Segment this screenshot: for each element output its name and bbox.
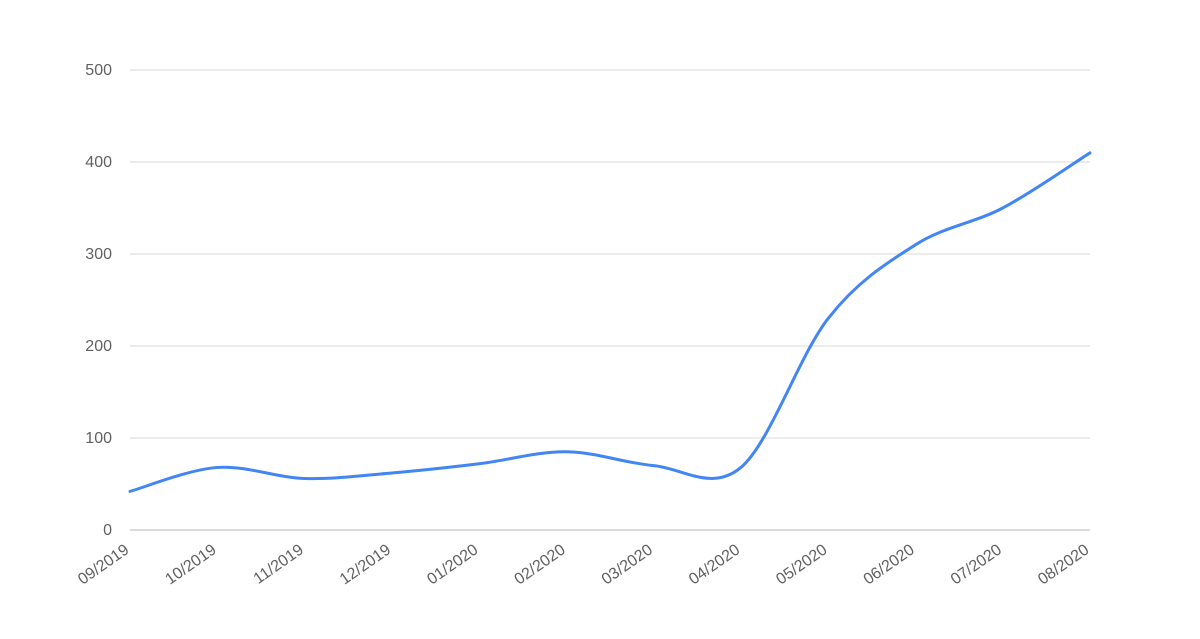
y-tick-label: 500 [85, 62, 112, 79]
x-tick-label: 01/2020 [424, 541, 481, 588]
line-chart: 0 100 200 300 400 500 09/2019 10/2019 11/2019 12/… [0, 0, 1200, 639]
x-tick-label: 03/2020 [599, 541, 656, 588]
x-tick: 12/2019 [337, 541, 394, 588]
x-tick-label: 07/2020 [948, 541, 1005, 588]
y-tick-label: 100 [85, 430, 112, 447]
x-tick: 11/2019 [251, 541, 307, 587]
y-tick-label: 400 [85, 154, 112, 171]
x-tick-label: 10/2019 [162, 541, 219, 588]
chart-svg: 0 100 200 300 400 500 09/2019 10/2019 11/2019 12/… [0, 0, 1200, 639]
x-tick-label: 08/2020 [1035, 541, 1092, 588]
x-tick: 01/2020 [424, 541, 481, 588]
x-tick: 07/2020 [948, 541, 1005, 588]
x-tick: 05/2020 [773, 541, 830, 588]
y-tick-label: 300 [85, 246, 112, 263]
x-tick: 02/2020 [512, 541, 569, 588]
x-tick: 08/2020 [1035, 541, 1092, 588]
x-tick: 04/2020 [686, 541, 743, 588]
x-tick: 03/2020 [599, 541, 656, 588]
x-tick: 10/2019 [162, 541, 219, 588]
x-tick-label: 11/2019 [251, 541, 307, 587]
x-tick-label: 05/2020 [773, 541, 830, 588]
x-tick: 06/2020 [861, 541, 918, 588]
y-tick-label: 200 [85, 338, 112, 355]
x-tick-label: 04/2020 [686, 541, 743, 588]
x-tick-label: 06/2020 [861, 541, 918, 588]
x-tick-label: 09/2019 [75, 541, 132, 588]
x-tick-label: 12/2019 [337, 541, 394, 588]
y-tick-label: 0 [103, 522, 112, 539]
x-tick: 09/2019 [75, 541, 132, 588]
x-tick-label: 02/2020 [512, 541, 569, 588]
data-line [130, 153, 1090, 492]
